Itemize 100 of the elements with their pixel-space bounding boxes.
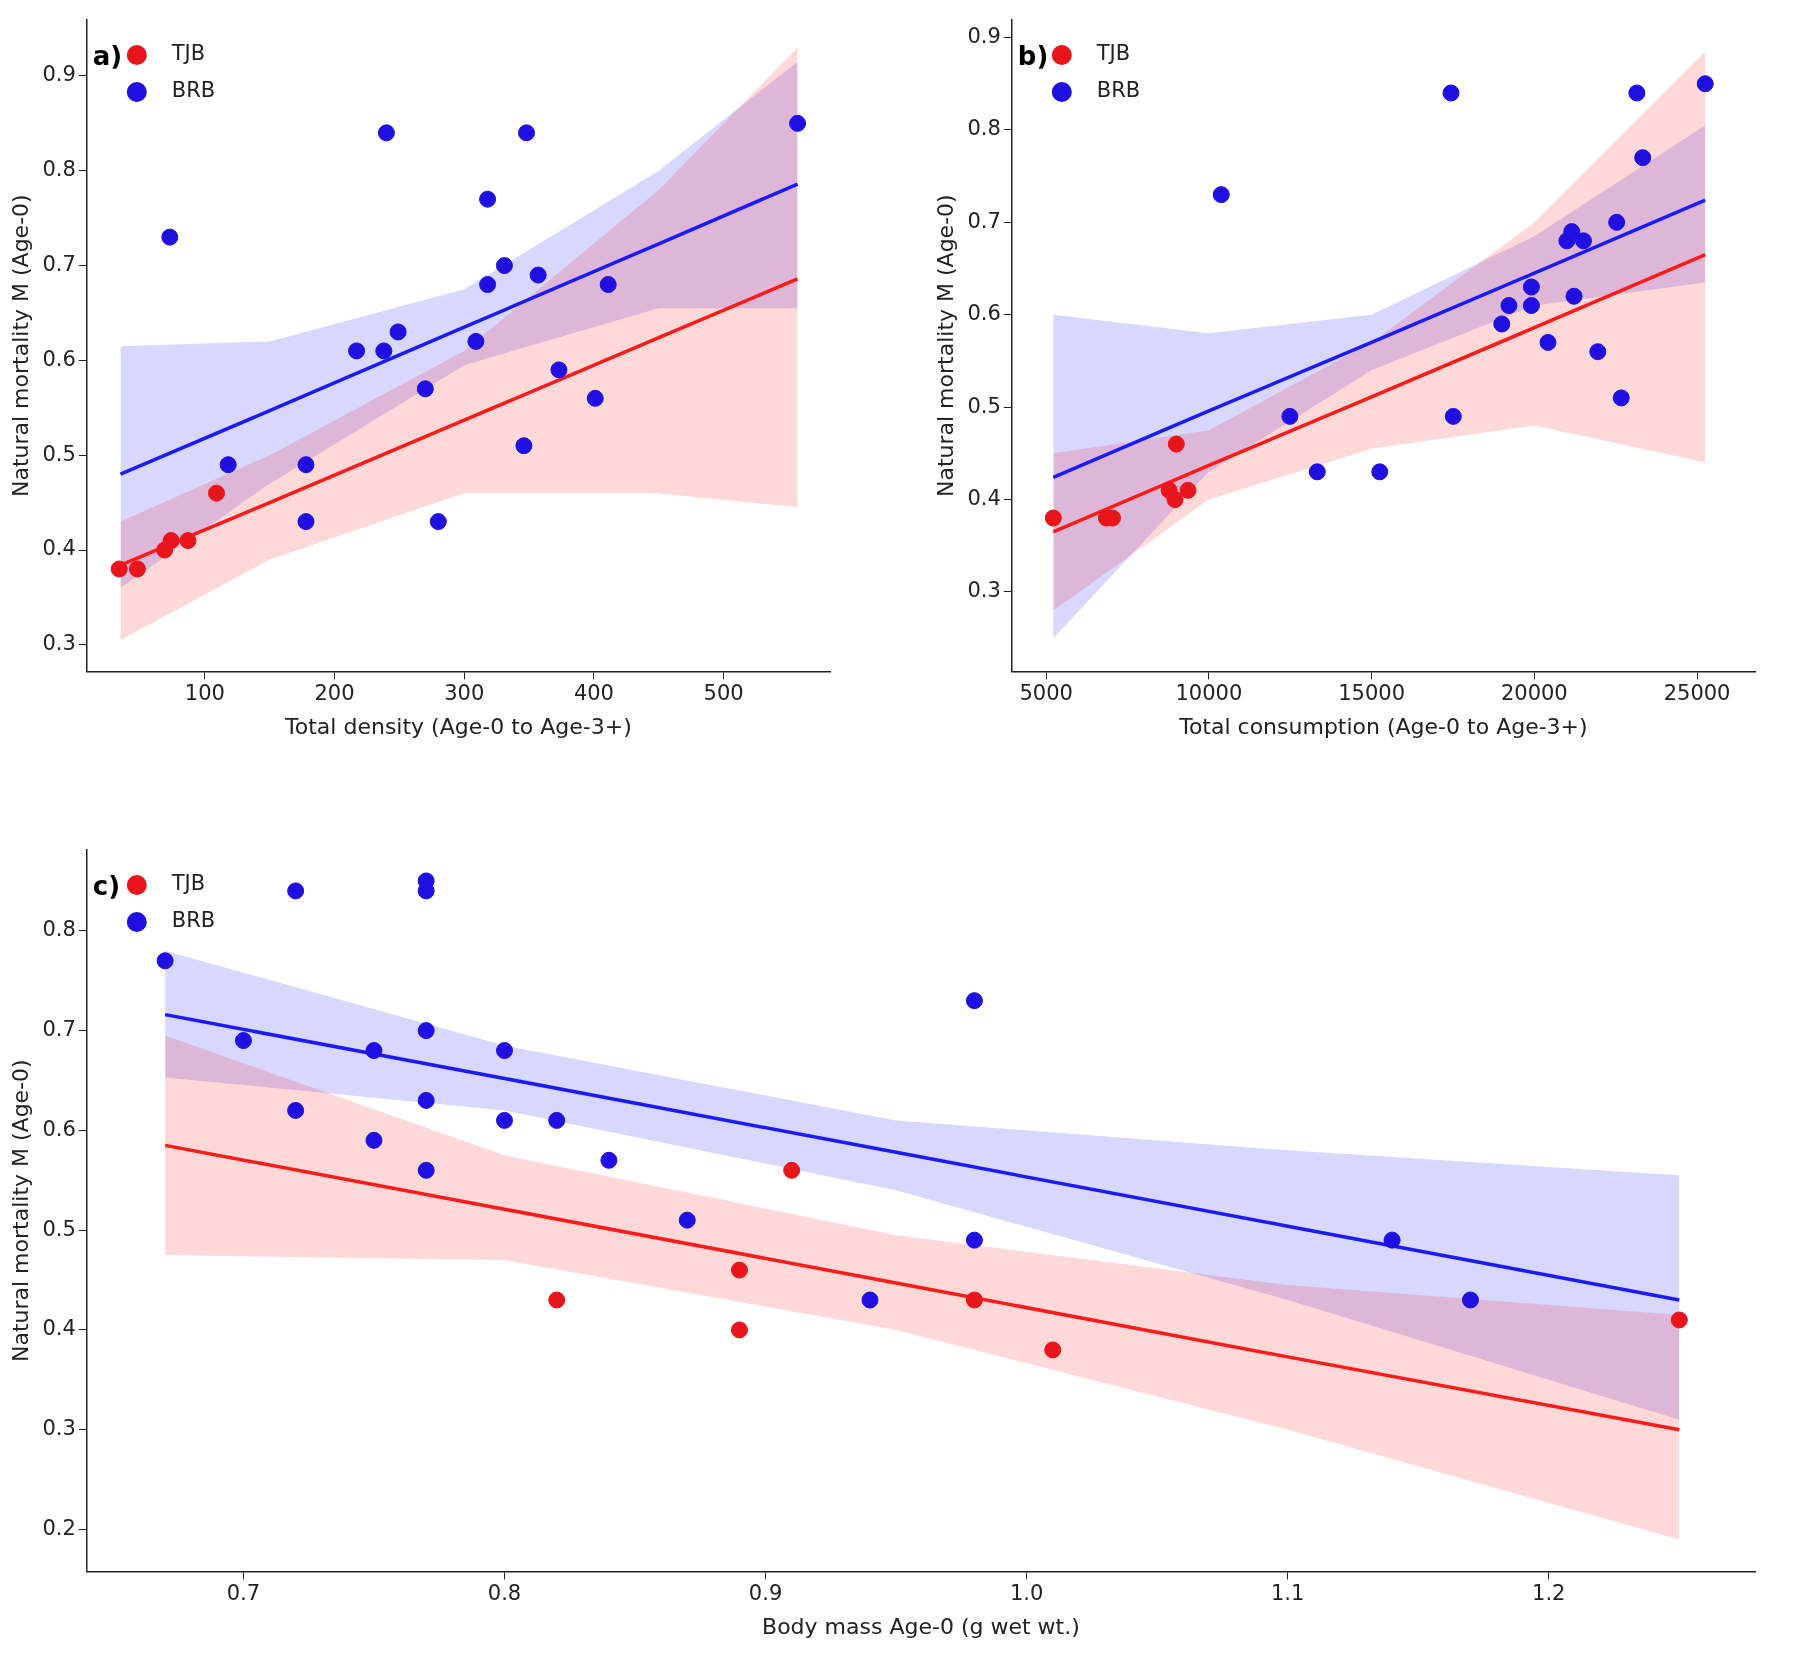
point [179, 532, 197, 550]
x-tick-label: 0.7 [226, 1581, 261, 1606]
legend-label: TJB [170, 871, 206, 896]
point [1589, 343, 1607, 361]
y-tick-label: 0.8 [42, 917, 76, 942]
point [1563, 223, 1581, 241]
point [965, 1291, 983, 1309]
point [417, 1091, 435, 1109]
point [1634, 149, 1652, 167]
point [162, 532, 180, 550]
y-tick-label: 0.5 [967, 393, 1001, 418]
point [965, 1231, 983, 1249]
x-tick-label: 1.0 [1009, 1581, 1044, 1606]
point [789, 114, 807, 132]
x-tick-label: 0.8 [487, 1581, 522, 1606]
point [156, 952, 174, 970]
x-tick-label: 15000 [1338, 681, 1406, 706]
point [1493, 315, 1511, 333]
y-tick-label: 0.5 [42, 441, 76, 466]
point [586, 389, 604, 407]
x-tick-label: 300 [444, 681, 485, 706]
point [678, 1211, 696, 1229]
y-tick-label: 0.4 [42, 536, 76, 561]
x-axis-title: Body mass Age-0 (g wet wt.) [762, 1613, 1080, 1639]
point [348, 342, 366, 360]
y-tick-label: 0.9 [967, 24, 1001, 49]
x-tick-label: 200 [314, 681, 355, 706]
x-tick-label: 0.9 [748, 1581, 783, 1606]
y-tick-label: 0.2 [42, 1515, 76, 1540]
y-tick-label: 0.6 [967, 301, 1001, 326]
point [1608, 213, 1626, 231]
legend-label: BRB [171, 78, 216, 103]
point [1539, 333, 1557, 351]
point [1212, 186, 1230, 204]
point [417, 1022, 435, 1040]
point [1574, 232, 1592, 250]
point [1281, 407, 1299, 425]
y-axis-title: Natural mortality M (Age-0) [7, 1059, 33, 1363]
point [495, 257, 513, 275]
point [599, 276, 617, 294]
point [1444, 407, 1462, 425]
point [1308, 463, 1326, 481]
point [365, 1131, 383, 1149]
point [529, 266, 547, 284]
legend-label: TJB [170, 41, 206, 66]
x-axis-title: Total density (Age-0 to Age-3+) [284, 713, 632, 739]
x-tick-label: 25000 [1663, 681, 1731, 706]
y-axis-title: Natural mortality M (Age-0) [7, 194, 33, 498]
point [548, 1291, 566, 1309]
y-tick-label: 0.7 [967, 208, 1001, 233]
point [110, 560, 128, 578]
annotation: c) [92, 870, 121, 901]
point [377, 124, 395, 142]
point [1179, 481, 1197, 499]
y-tick-label: 0.5 [42, 1216, 76, 1241]
x-tick-label: 10000 [1175, 681, 1243, 706]
y-tick-label: 0.7 [42, 1017, 76, 1042]
point [550, 361, 568, 379]
point [297, 456, 315, 474]
y-tick-label: 0.4 [42, 1316, 76, 1341]
point [548, 1111, 566, 1129]
point [1383, 1231, 1401, 1249]
y-tick-label: 0.4 [967, 485, 1001, 510]
y-tick-label: 0.8 [42, 157, 76, 182]
point [375, 342, 393, 360]
legend-label: BRB [171, 908, 216, 933]
point [730, 1321, 748, 1339]
legend-label: TJB [1095, 41, 1131, 66]
y-tick-label: 0.9 [42, 62, 76, 87]
point [1522, 278, 1540, 296]
point [1044, 1341, 1062, 1359]
point [1522, 297, 1540, 315]
y-tick-label: 0.6 [42, 346, 76, 371]
x-tick-label: 100 [184, 681, 225, 706]
point [861, 1291, 879, 1309]
point [496, 1042, 513, 1060]
x-tick-label: 500 [703, 681, 744, 706]
point [730, 1261, 748, 1279]
point [515, 437, 533, 455]
point [287, 1101, 305, 1119]
x-tick-label: 20000 [1500, 681, 1568, 706]
point [496, 1111, 513, 1129]
point [1166, 491, 1184, 509]
y-tick-label: 0.3 [967, 578, 1001, 603]
point [417, 1161, 435, 1179]
y-axis-title: Natural mortality M (Age-0) [932, 194, 958, 498]
point [1500, 297, 1518, 315]
point [297, 513, 315, 531]
point [1371, 463, 1389, 481]
y-tick-label: 0.8 [967, 116, 1001, 141]
x-axis-title: Total consumption (Age-0 to Age-3+) [1178, 713, 1588, 739]
point [161, 228, 179, 246]
y-tick-label: 0.3 [42, 631, 76, 656]
legend-label: BRB [1096, 78, 1141, 103]
x-tick-label: 1.1 [1270, 1581, 1305, 1606]
point [1442, 84, 1460, 102]
point [1612, 389, 1630, 407]
annotation: b) [1017, 40, 1049, 71]
x-tick-label: 1.2 [1532, 1581, 1566, 1606]
point [1461, 1291, 1479, 1309]
